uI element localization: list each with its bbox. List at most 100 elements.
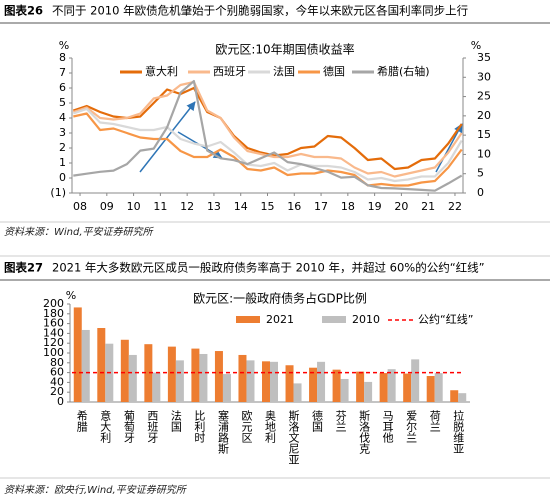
x-tick-label: 拉脱维亚 [452,409,465,454]
bar [379,373,388,402]
x-tick-label: 16 [287,200,301,213]
legend-label: 西班牙 [213,65,246,78]
bar [81,329,90,402]
y2-tick-label: 20 [477,109,491,122]
x-tick-label: 11 [153,200,167,213]
y-tick-label: 1 [59,156,66,169]
x-tick-label: 14 [234,200,248,213]
figure-caption: 2021 年大多数欧元区成员一般政府债务率高于 2010 年，并超过 60%的公… [52,261,485,275]
bar [222,374,231,402]
y-tick-label: 120 [43,336,64,349]
bar [246,360,255,402]
bar [317,361,326,402]
legend-label: 德国 [323,64,345,78]
y-tick-label: 100 [43,346,64,359]
y-tick-label: 60 [50,366,64,379]
bar [364,381,373,402]
x-tick-label: 09 [100,200,114,213]
bar [144,344,153,402]
figure-label: 图表26 [4,4,43,18]
y2-tick-label: 0 [477,186,484,199]
legend-label: 法国 [273,64,295,78]
x-tick-label: 17 [314,200,328,213]
y-tick-label: 200 [43,297,64,310]
bar [73,307,82,402]
series-line [72,86,463,171]
x-tick-label: 18 [341,200,355,213]
bar [191,348,200,402]
bar [167,346,176,402]
x-tick-label: 12 [180,200,194,213]
series-line [73,112,463,187]
bar [434,373,443,402]
legend-swatch [322,316,346,323]
x-tick-label: 荷兰 [428,410,441,432]
annotation-arrow [139,101,196,173]
x-tick-label: 斯洛文尼亚 [287,410,300,465]
bar [332,369,341,402]
y-tick-label: 80 [50,356,64,369]
x-tick-label: 法国 [169,409,182,433]
y2-tick-label: 35 [477,51,491,64]
series-line [72,80,463,178]
x-tick-label: 葡萄牙 [122,410,135,444]
y2-tick-label: 10 [477,147,491,160]
x-tick-label: 奥地利 [264,409,277,443]
y-tick-label: 0 [59,171,66,184]
bar [450,390,459,402]
bar [309,367,318,402]
bar [340,378,349,402]
y-tick-label: 0 [57,395,64,408]
legend-label: 公约“红线” [418,312,473,326]
bar [97,328,106,402]
bar [356,371,365,402]
x-tick-label: 19 [368,200,382,213]
y-tick-label: 140 [43,326,64,339]
y-axis-label: % [59,39,69,52]
legend-label: 意大利 [145,64,178,78]
legend-label: 2010 [352,313,380,326]
bar [175,360,184,402]
bar [270,361,278,402]
figure-label: 图表27 [4,261,43,275]
chart-title: 欧元区:10年期国债收益率 [215,42,354,57]
bar [458,393,467,402]
x-tick-label: 希腊 [75,409,88,433]
y-tick-label: 3 [59,126,66,139]
y-tick-label: 180 [43,307,64,320]
x-tick-label: 意大利 [99,409,112,443]
y2-tick-label: 15 [477,128,491,141]
y-tick-label: 8 [59,51,66,64]
legend-swatch [236,316,260,323]
bar [293,383,302,402]
y-tick-label: 4 [59,111,66,124]
bar [214,351,223,402]
y-tick-label: 20 [50,385,64,398]
y-tick-label: 6 [59,81,66,94]
y-tick-label: (1) [50,186,66,199]
bar [426,376,435,402]
source: 资料来源：Wind,平安证券研究所 [4,226,155,238]
bar [120,339,129,402]
series-line [73,80,463,192]
x-tick-label: 10 [127,200,141,213]
series-line [72,107,463,183]
x-tick-label: 13 [207,200,221,213]
x-tick-label: 斯洛伐克 [358,410,371,454]
x-tick-label: 21 [421,200,435,213]
y-tick-label: 160 [43,317,64,330]
y-tick-label: 40 [50,375,64,388]
x-tick-label: 20 [394,200,408,213]
y2-tick-label: 30 [477,70,491,83]
y-tick-label: 5 [59,96,66,109]
y2-axis-label: % [471,39,481,52]
chart-title: 欧元区:一般政府债务占GDP比例 [193,291,367,306]
x-tick-label: 欧元区 [240,410,253,443]
bar [152,372,161,402]
annotation-arrow [435,123,463,173]
legend-label: 2021 [266,313,294,326]
bar [285,365,294,402]
bar [411,359,420,402]
x-tick-label: 德国 [311,409,324,433]
